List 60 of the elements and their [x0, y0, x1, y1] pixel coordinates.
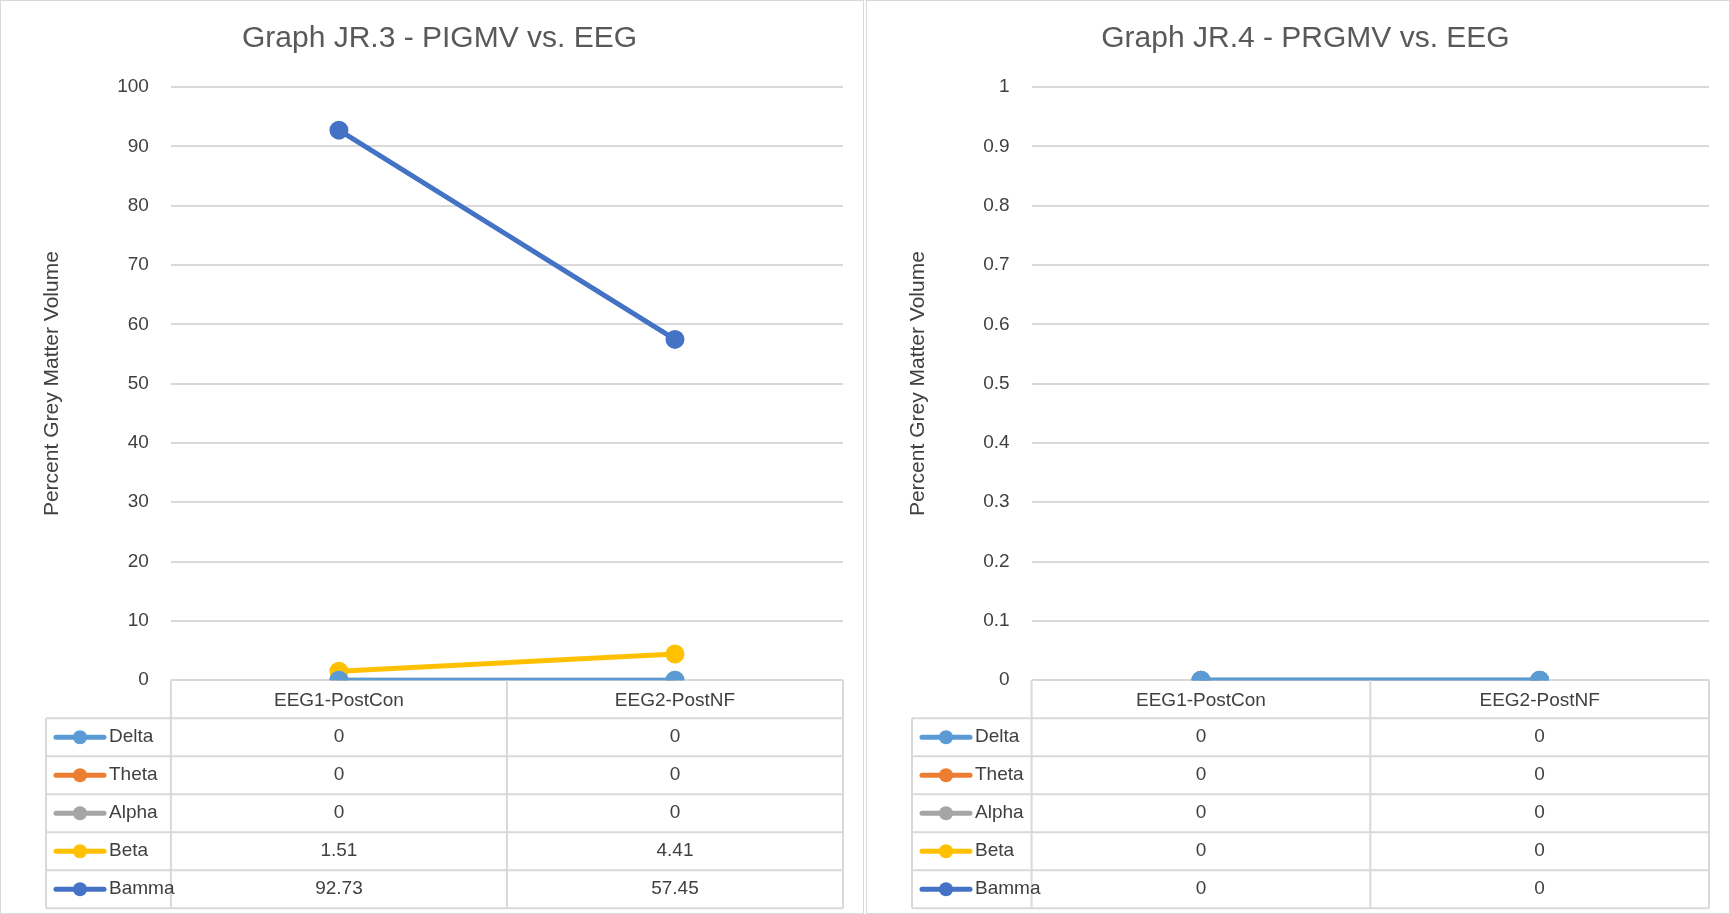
text: 0: [669, 763, 681, 785]
data-label: 4.41: [656, 839, 694, 861]
legend-label: Theta: [109, 763, 159, 785]
text: 0: [1534, 839, 1545, 861]
data-label: 0: [669, 725, 681, 747]
y-tick-label: 90: [127, 134, 149, 156]
data-label: 0: [333, 725, 345, 747]
y-tick-label: 0.5: [983, 371, 1010, 393]
legend-label: Theta: [975, 763, 1025, 785]
y-tick-label: 1: [999, 75, 1010, 97]
text: 0: [1195, 839, 1207, 861]
chart-title: Graph JR.3 - PIGMV vs. EEG: [241, 20, 638, 54]
text: 0: [333, 763, 345, 785]
legend-label: Beta: [109, 839, 149, 861]
data-label: 0: [1534, 725, 1545, 747]
y-tick-label: 100: [117, 75, 149, 97]
y-tick-label: 70: [127, 253, 149, 275]
y-tick-label: 0.3: [983, 490, 1010, 512]
y-tick-label: 0.8: [983, 193, 1010, 215]
data-label: 0: [669, 801, 681, 823]
text: 0: [1534, 763, 1545, 785]
legend-label: Delta: [109, 725, 154, 747]
y-tick-label: 0: [999, 668, 1010, 690]
data-label: 1.51: [320, 839, 358, 861]
y-tick-label: 0: [138, 668, 149, 690]
y-tick-label: 80: [127, 193, 149, 215]
legend-label: Bamma: [109, 877, 175, 899]
y-tick-label: 50: [127, 371, 149, 393]
y-tick-label: 0.6: [983, 312, 1010, 334]
legend-label: Bamma: [975, 877, 1041, 899]
y-tick-label: 30: [127, 490, 149, 512]
data-label: 0: [1195, 877, 1207, 899]
y-tick-label: 0.4: [983, 431, 1011, 453]
data-label: 0: [1534, 877, 1545, 899]
y-tick-label: 0.2: [983, 549, 1010, 571]
x-tick-label: EEG1-PostCon: [273, 688, 404, 710]
y-tick-label: 0.7: [983, 253, 1010, 275]
y-tick-label: 10: [127, 609, 149, 631]
chart-title: Graph JR.4 - PRGMV vs. EEG: [1101, 20, 1510, 54]
y-tick-label: 0.1: [983, 609, 1010, 631]
data-label: 92.73: [315, 877, 363, 899]
y-tick-label: 60: [127, 312, 149, 334]
data-label: 0: [1195, 725, 1207, 747]
y-tick-label: 0.9: [983, 134, 1010, 156]
data-label: 0: [1195, 801, 1207, 823]
x-tick-label: EEG2-PostNF: [1479, 688, 1600, 710]
x-tick-label: EEG2-PostNF: [614, 688, 736, 710]
data-label: 0: [333, 801, 345, 823]
text: 0: [1195, 763, 1207, 785]
legend-label: Beta: [975, 839, 1015, 861]
data-label: 57.45: [651, 877, 699, 899]
legend-label: Delta: [975, 725, 1020, 747]
y-tick-label: 20: [127, 549, 149, 571]
y-axis-title: Percent Grey Matter Volume: [39, 251, 63, 517]
x-tick-label: EEG1-PostCon: [1136, 688, 1266, 710]
legend-label: Alpha: [109, 801, 159, 823]
y-tick-label: 40: [127, 431, 149, 453]
data-label: 0: [1534, 801, 1545, 823]
legend-label: Alpha: [975, 801, 1025, 823]
y-axis-title: Percent Grey Matter Volume: [905, 251, 929, 517]
